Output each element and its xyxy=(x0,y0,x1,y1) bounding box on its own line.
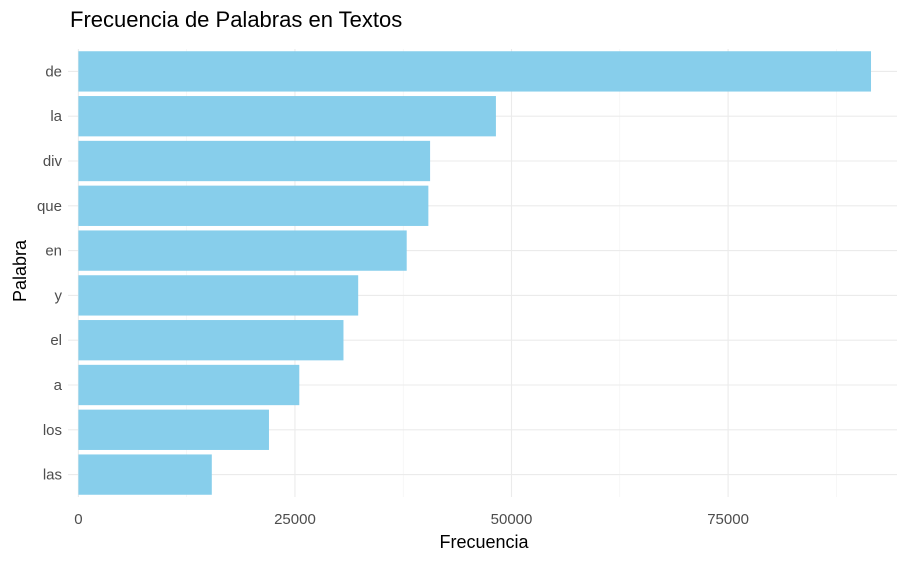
x-tick-labels: 0 25000 50000 75000 xyxy=(74,511,749,528)
y-tick-label: la xyxy=(50,108,62,125)
bar-las xyxy=(78,454,212,495)
bar-y xyxy=(78,275,359,316)
bar-div xyxy=(78,140,431,182)
y-tick-labels: de la div que en y el a los las xyxy=(37,63,63,483)
x-tick-label: 0 xyxy=(74,511,82,528)
y-tick-label: y xyxy=(55,287,63,304)
bar-que xyxy=(78,185,429,226)
y-tick-label: los xyxy=(43,422,62,439)
y-tick-label: de xyxy=(45,63,62,80)
y-tick-label: las xyxy=(43,467,62,484)
y-tick-label: div xyxy=(43,153,63,170)
bars xyxy=(78,51,872,495)
bar-a xyxy=(78,364,300,406)
bar-la xyxy=(78,96,496,137)
chart-title: Frecuencia de Palabras en Textos xyxy=(70,7,403,32)
bar-de xyxy=(78,51,872,92)
y-tick-label: a xyxy=(54,377,63,394)
y-tick-label: en xyxy=(45,243,62,260)
x-tick-label: 75000 xyxy=(707,511,749,528)
x-axis-title: Frecuencia xyxy=(439,532,529,552)
bar-el xyxy=(78,320,344,361)
y-tick-label: el xyxy=(50,332,62,349)
x-tick-label: 25000 xyxy=(274,511,316,528)
bar-los xyxy=(78,409,269,450)
y-tick-label: que xyxy=(37,198,62,215)
y-axis-title: Palabra xyxy=(10,239,30,302)
x-tick-label: 50000 xyxy=(491,511,533,528)
bar-en xyxy=(78,230,407,271)
